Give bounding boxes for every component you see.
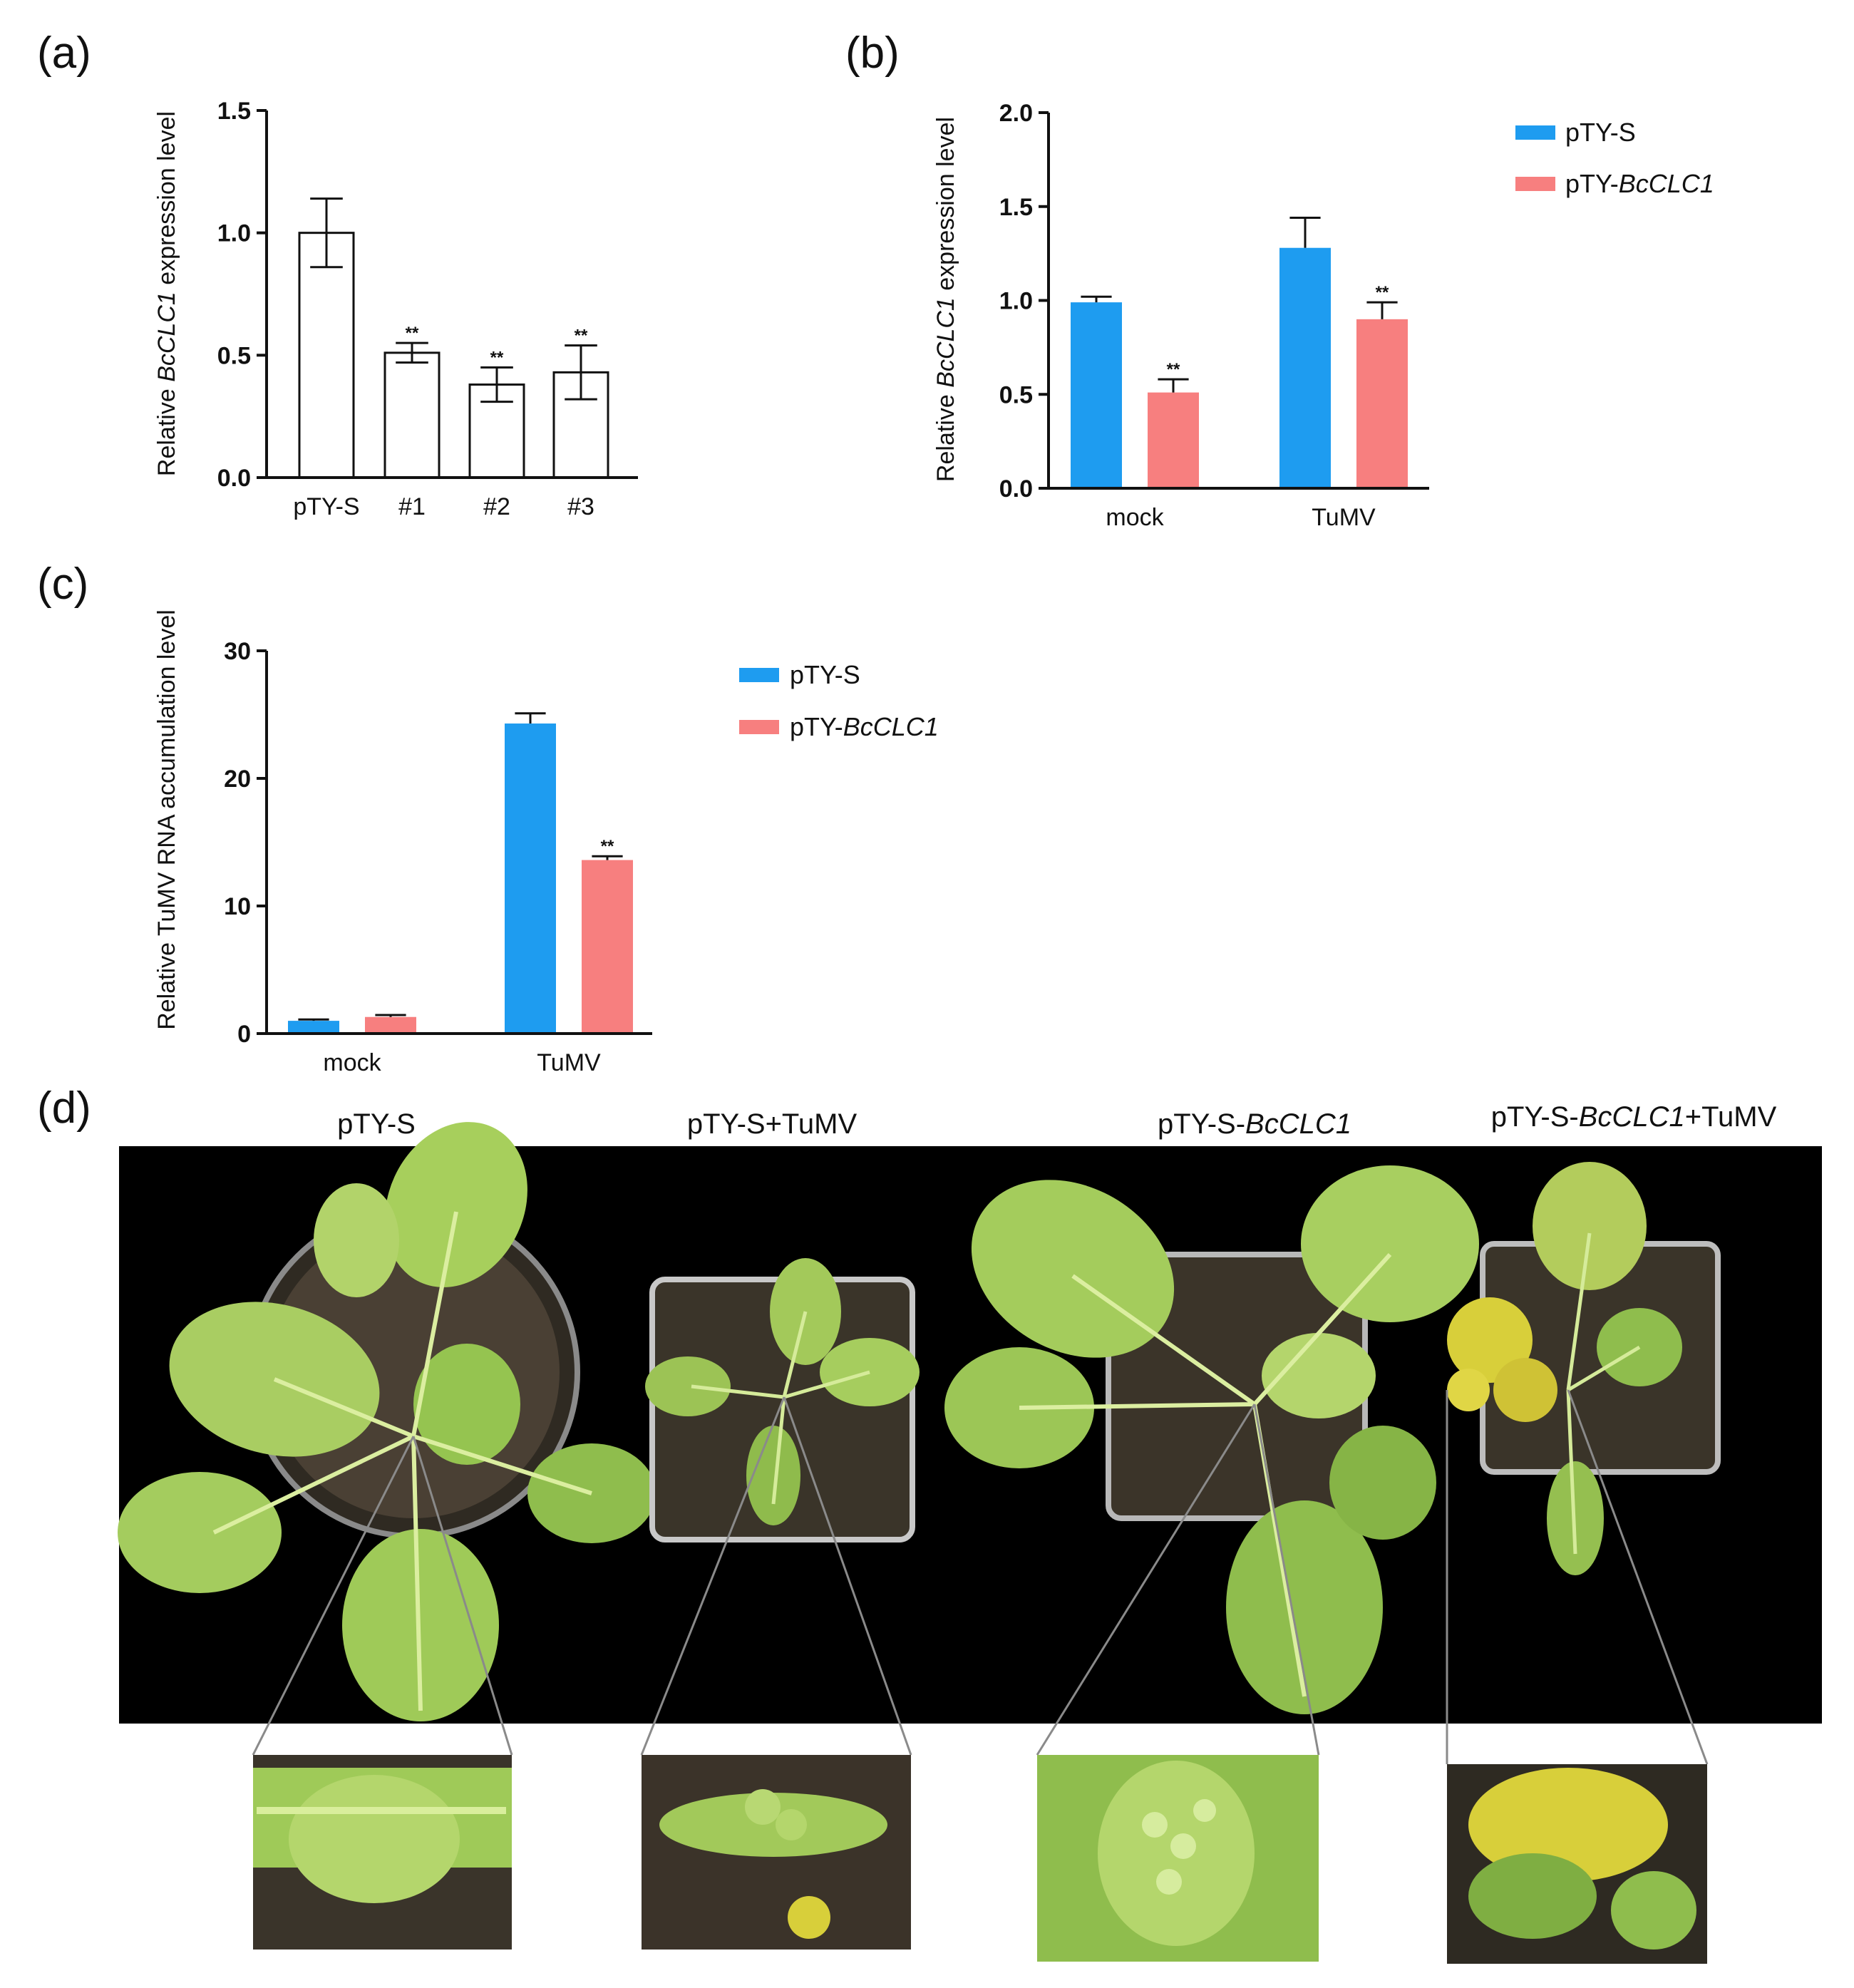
chart-b-legend: pTY-S pTY-BcCLC1: [1515, 118, 1714, 198]
chart-b-ylabel-post: expression level: [932, 117, 959, 297]
chart-a-significance: ** ** **: [406, 324, 588, 367]
chart-b-x-labels: mock TuMV: [1106, 504, 1376, 531]
b-y-tick-label: 2.0: [999, 100, 1033, 127]
b-y-tick-label: 1.0: [999, 288, 1033, 315]
chart-c-legend-label-bcclc1-italic: BcCLC1: [843, 712, 939, 741]
b-bar-bcclc1-significance: **: [1376, 283, 1389, 302]
chart-c-error-bars: [298, 712, 623, 1021]
a-y-tick-label: 1.5: [217, 98, 251, 125]
a-x-label: #1: [398, 493, 426, 520]
chart-a-y-ticks: 0.0 0.5 1.0 1.5: [217, 98, 267, 492]
chart-b-y-ticks: 0.0 0.5 1.0 1.5 2.0: [999, 100, 1049, 503]
chart-c-legend-swatch-bcclc1: [739, 720, 779, 734]
c-y-tick-label: 30: [224, 638, 251, 665]
b-bar-ptys: [1071, 302, 1122, 488]
panel-label-c: (c): [37, 560, 88, 609]
chart-b-bars: [1071, 247, 1408, 488]
plant-label-ptys-bcclc1: pTY-S-BcCLC1: [1158, 1108, 1351, 1140]
plant-label-ptys-tumv: pTY-S+TuMV: [687, 1108, 858, 1140]
chart-b-ylabel-pre: Relative: [932, 388, 959, 482]
chart-b: ** ** 0.0 0.5 1.0 1.5 2.0 mock TuMV Relative B…: [932, 100, 1714, 531]
chart-a: ** ** ** 0.0 0.5 1.0 1.5 pTY-S #1 #2 #3 Relative…: [153, 98, 638, 520]
chart-a-bars: [298, 232, 609, 479]
plant-label-ptys-bcclc1-tumv: pTY-S-BcCLC1+TuMV: [1491, 1101, 1777, 1133]
chart-c-bars: [288, 723, 633, 1034]
chart-a-ylabel-pre: Relative: [153, 382, 180, 476]
chart-c-significance: **: [601, 837, 614, 856]
chart-a-y-axis-title: Relative BcCLC1 expression level: [153, 111, 180, 476]
chart-a-error-bars: [310, 197, 597, 403]
panel-label-b: (b): [845, 29, 900, 78]
chart-b-error-bars: [1081, 217, 1398, 393]
chart-c-y-ticks: 0 10 20 30: [224, 638, 267, 1048]
a-bar-significance: **: [406, 324, 419, 343]
c-x-label: TuMV: [537, 1049, 601, 1076]
a-y-tick-label: 0.5: [217, 342, 251, 369]
b-bar-bcclc1-significance: **: [1167, 360, 1180, 379]
chart-a-ylabel-post: expression level: [153, 111, 180, 292]
a-y-tick-label: 1.0: [217, 220, 251, 247]
chart-c-y-axis-title: Relative TuMV RNA accumulation level: [153, 609, 180, 1030]
b-y-tick-label: 1.5: [999, 194, 1033, 221]
chart-b-legend-label-bcclc1-italic: BcCLC1: [1619, 169, 1714, 198]
chart-b-significance: ** **: [1167, 283, 1389, 379]
c-y-tick-label: 0: [237, 1021, 251, 1048]
chart-b-legend-label-bcclc1: pTY-BcCLC1: [1565, 169, 1714, 198]
chart-c-legend: pTY-S pTY-BcCLC1: [739, 660, 939, 741]
chart-c: ** 0 10 20 30 mock TuMV Relative TuMV RNA ac…: [153, 609, 939, 1076]
chart-c-legend-swatch-ptys: [739, 668, 779, 682]
b-bar-bcclc1: [1148, 392, 1199, 488]
c-y-tick-label: 10: [224, 893, 251, 920]
a-bar: [383, 351, 441, 479]
b-bar-bcclc1: [1356, 319, 1408, 488]
b-y-tick-label: 0.0: [999, 475, 1033, 503]
plant-4-ptys-bcclc1-tumv: [1447, 1162, 1721, 1575]
chart-b-ylabel-gene: BcCLC1: [932, 297, 959, 388]
zoom-inset-1: [253, 1755, 512, 1950]
c-y-tick-label: 20: [224, 766, 251, 793]
panel-label-d: (d): [37, 1083, 91, 1133]
panel-d: pTY-S pTY-S+TuMV pTY-S-BcCLC1 pTY-S-BcCL…: [118, 1101, 1822, 1964]
plant-label-ptys: pTY-S: [337, 1108, 416, 1140]
chart-c-x-labels: mock TuMV: [323, 1049, 601, 1076]
plant-3-ptys-bcclc1: [944, 1165, 1479, 1714]
chart-a-x-labels: pTY-S #1 #2 #3: [293, 493, 594, 520]
c-bar-ptys: [288, 1021, 339, 1034]
a-bar: [298, 232, 355, 479]
plant-1-ptys: [118, 1122, 656, 1721]
zoom-inset-2: [642, 1755, 911, 1950]
a-bar-significance: **: [490, 349, 504, 368]
c-bar-bcclc1: [582, 860, 633, 1034]
zoom-lines: [252, 1389, 1709, 1765]
a-x-label: pTY-S: [293, 493, 359, 520]
b-x-label: mock: [1106, 504, 1164, 531]
plant-photo: [118, 1122, 1822, 1765]
c-bar-ptys: [505, 723, 556, 1034]
chart-b-legend-swatch-bcclc1: [1515, 177, 1555, 191]
zoom-inset-4: [1447, 1764, 1707, 1964]
c-x-label: mock: [323, 1049, 381, 1076]
c-bar-bcclc1-significance: **: [601, 837, 614, 856]
chart-a-ylabel-gene: BcCLC1: [153, 292, 180, 382]
chart-b-y-axis-title: Relative BcCLC1 expression level: [932, 117, 959, 482]
chart-b-legend-label-ptys: pTY-S: [1565, 118, 1636, 147]
chart-c-legend-label-bcclc1: pTY-BcCLC1: [790, 712, 939, 741]
a-bar-significance: **: [575, 326, 588, 346]
chart-c-legend-label-bcclc1-plain: pTY-: [790, 712, 843, 741]
a-x-label: #3: [567, 493, 594, 520]
plant-2-ptys-tumv: [645, 1258, 920, 1542]
a-x-label: #2: [483, 493, 510, 520]
b-y-tick-label: 0.5: [999, 381, 1033, 408]
chart-c-legend-label-ptys: pTY-S: [790, 660, 860, 689]
a-y-tick-label: 0.0: [217, 465, 251, 492]
chart-b-legend-label-bcclc1-plain: pTY-: [1565, 169, 1619, 198]
c-bar-bcclc1: [365, 1016, 416, 1034]
b-bar-ptys: [1279, 247, 1331, 488]
chart-b-legend-swatch-ptys: [1515, 125, 1555, 140]
zoom-inset-3: [1037, 1755, 1319, 1962]
b-x-label: TuMV: [1312, 504, 1376, 531]
panel-label-a: (a): [37, 29, 91, 78]
